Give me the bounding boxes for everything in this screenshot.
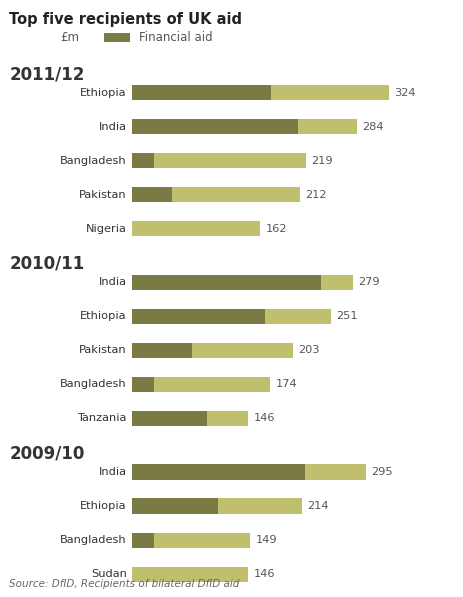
- Text: Bangladesh: Bangladesh: [60, 536, 126, 545]
- Text: Tanzania: Tanzania: [77, 414, 126, 423]
- FancyBboxPatch shape: [132, 464, 304, 480]
- Text: Pakistan: Pakistan: [79, 190, 126, 199]
- FancyBboxPatch shape: [207, 411, 247, 426]
- FancyBboxPatch shape: [320, 275, 352, 290]
- FancyBboxPatch shape: [265, 309, 330, 324]
- Text: Pakistan: Pakistan: [79, 346, 126, 355]
- Text: Bangladesh: Bangladesh: [60, 380, 126, 389]
- FancyBboxPatch shape: [154, 377, 269, 392]
- FancyBboxPatch shape: [132, 85, 270, 100]
- Text: Financial aid: Financial aid: [139, 31, 213, 44]
- Text: India: India: [99, 467, 126, 477]
- Text: 219: 219: [311, 156, 332, 165]
- Text: 251: 251: [336, 312, 357, 321]
- Text: 295: 295: [370, 467, 392, 477]
- Text: 146: 146: [253, 414, 274, 423]
- Text: Top five recipients of UK aid: Top five recipients of UK aid: [9, 12, 242, 27]
- FancyBboxPatch shape: [132, 119, 298, 134]
- Text: 284: 284: [362, 122, 383, 131]
- Text: 2011/12: 2011/12: [9, 65, 84, 83]
- Text: 146: 146: [253, 570, 274, 579]
- FancyBboxPatch shape: [171, 187, 300, 202]
- FancyBboxPatch shape: [104, 33, 130, 42]
- FancyBboxPatch shape: [132, 153, 154, 168]
- FancyBboxPatch shape: [132, 187, 171, 202]
- FancyBboxPatch shape: [132, 567, 247, 582]
- FancyBboxPatch shape: [132, 309, 265, 324]
- FancyBboxPatch shape: [132, 377, 154, 392]
- FancyBboxPatch shape: [132, 221, 260, 236]
- Text: Source: DfID, Recipients of bilateral DfID aid: Source: DfID, Recipients of bilateral Df…: [9, 579, 239, 589]
- Text: 149: 149: [255, 536, 277, 545]
- Text: 324: 324: [394, 88, 415, 97]
- Text: 214: 214: [307, 501, 328, 511]
- Text: India: India: [99, 122, 126, 131]
- Text: 174: 174: [275, 380, 296, 389]
- FancyBboxPatch shape: [154, 533, 250, 548]
- FancyBboxPatch shape: [217, 498, 301, 514]
- FancyBboxPatch shape: [132, 498, 217, 514]
- Text: 2010/11: 2010/11: [9, 255, 84, 273]
- Text: 212: 212: [305, 190, 326, 199]
- Text: Ethiopia: Ethiopia: [80, 88, 126, 97]
- Text: £m: £m: [60, 31, 79, 44]
- FancyBboxPatch shape: [191, 343, 292, 358]
- FancyBboxPatch shape: [132, 533, 154, 548]
- FancyBboxPatch shape: [154, 153, 305, 168]
- Text: Bangladesh: Bangladesh: [60, 156, 126, 165]
- Text: Nigeria: Nigeria: [86, 224, 126, 233]
- Text: 162: 162: [265, 224, 287, 233]
- Text: Ethiopia: Ethiopia: [80, 501, 126, 511]
- Text: 203: 203: [298, 346, 319, 355]
- FancyBboxPatch shape: [298, 119, 356, 134]
- Text: 279: 279: [358, 278, 380, 287]
- FancyBboxPatch shape: [132, 411, 207, 426]
- FancyBboxPatch shape: [270, 85, 388, 100]
- Text: Ethiopia: Ethiopia: [80, 312, 126, 321]
- Text: Sudan: Sudan: [91, 570, 126, 579]
- FancyBboxPatch shape: [132, 343, 191, 358]
- FancyBboxPatch shape: [132, 275, 320, 290]
- Text: 2009/10: 2009/10: [9, 445, 84, 463]
- Text: India: India: [99, 278, 126, 287]
- FancyBboxPatch shape: [304, 464, 365, 480]
